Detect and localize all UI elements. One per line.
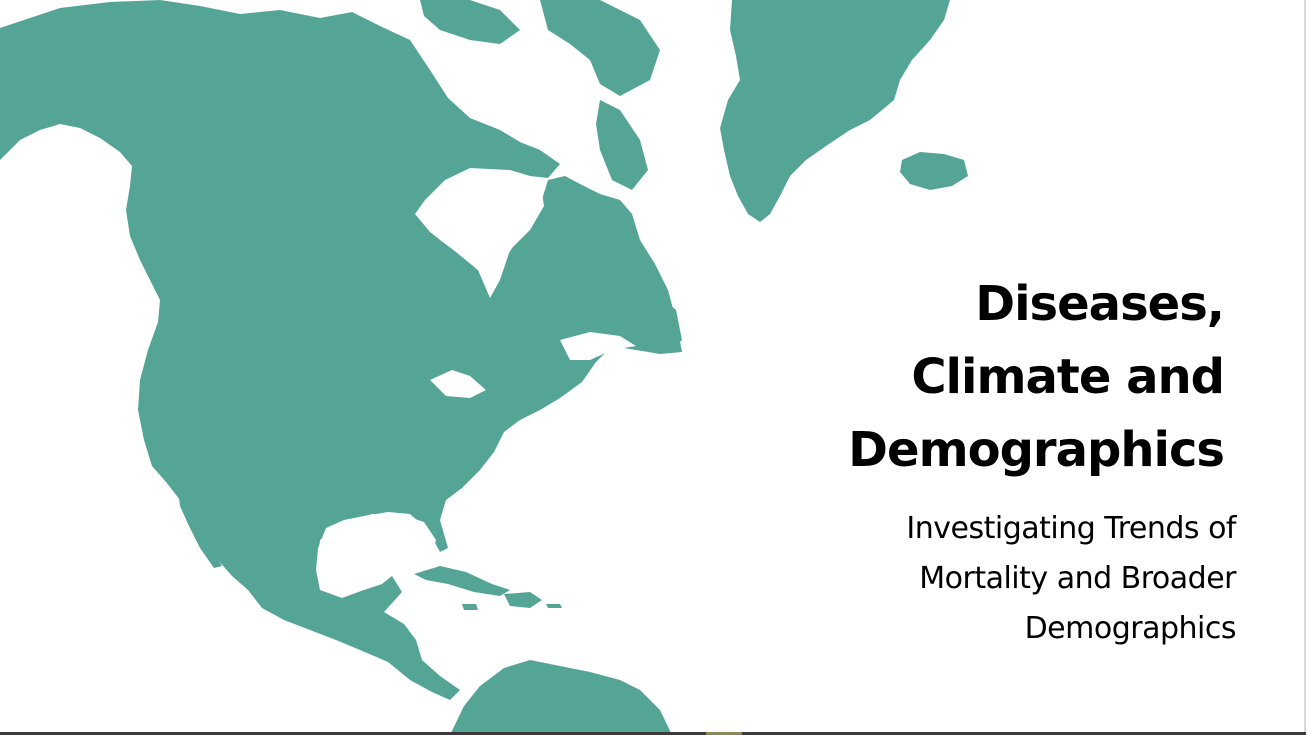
slide-title: Diseases, Climate and Demographics [804, 268, 1225, 487]
subtitle-line-1: Investigating Trends of [906, 511, 1236, 546]
gulf-of-st-lawrence [560, 332, 636, 360]
gulf-of-mexico [318, 514, 436, 590]
subtitle-line-3: Demographics [1024, 611, 1237, 646]
iceland [900, 152, 968, 190]
newfoundland [640, 296, 682, 352]
hispaniola [504, 592, 542, 608]
title-line-1: Diseases, [975, 276, 1225, 332]
right-edge-border [1304, 0, 1306, 735]
great-lakes [430, 370, 486, 398]
bottom-bar-segment [706, 732, 742, 735]
slide-subtitle: Investigating Trends of Mortality and Br… [806, 504, 1236, 654]
baja-california [178, 488, 222, 568]
greenland [720, 0, 950, 222]
puerto-rico [546, 604, 562, 608]
jamaica [462, 604, 478, 610]
title-line-3: Demographics [848, 422, 1225, 478]
arctic-island-3 [596, 100, 648, 190]
title-line-2: Climate and [911, 349, 1225, 405]
arctic-island-2 [540, 0, 660, 96]
alaska-landmass [0, 34, 24, 90]
hudson-bay [416, 170, 544, 292]
subtitle-line-2: Mortality and Broader [919, 561, 1236, 596]
cuba [414, 566, 510, 596]
south-america [450, 660, 672, 735]
arctic-island-1 [420, 0, 520, 44]
north-america-landmass [0, 0, 682, 700]
bottom-bar [0, 732, 1306, 735]
